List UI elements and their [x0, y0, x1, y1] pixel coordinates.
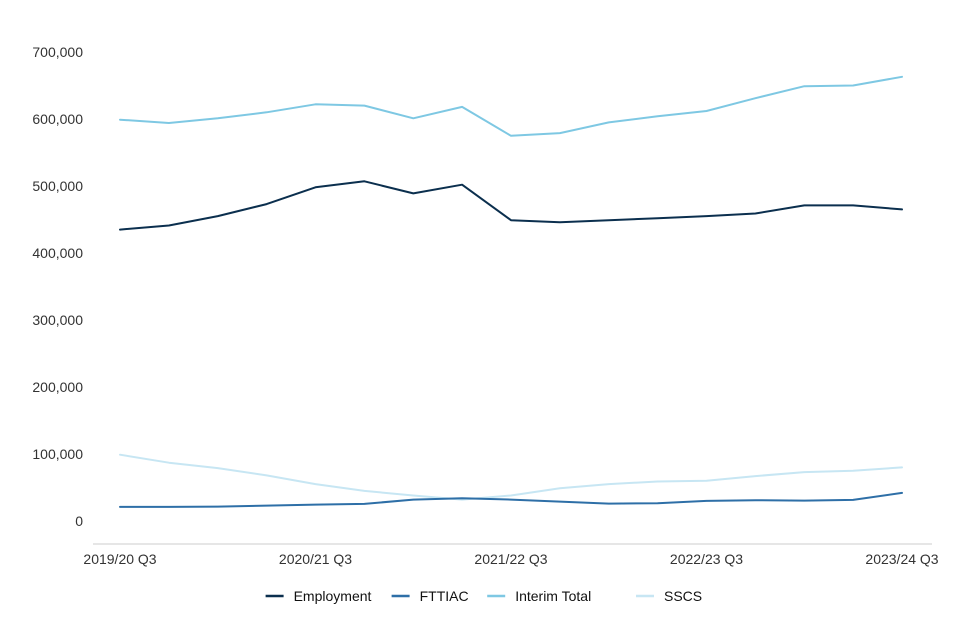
series-lines: [119, 75, 903, 508]
y-tick-label: 600,000: [32, 111, 83, 127]
series-line-interim-total: [119, 75, 903, 137]
legend: Employment FTTIAC Interim Total SSCS: [265, 588, 702, 604]
legend-label-sscs: SSCS: [664, 588, 702, 604]
x-tick-label: 2019/20 Q3: [83, 551, 156, 567]
legend-label-fttiac: FTTIAC: [420, 588, 469, 604]
series-line-sscs: [119, 453, 903, 501]
y-tick-label: 500,000: [32, 178, 83, 194]
y-tick-label: 400,000: [32, 245, 83, 261]
x-tick-label: 2022/23 Q3: [670, 551, 743, 567]
series-line-fttiac: [119, 491, 903, 508]
y-axis-labels: 0 100,000 200,000 300,000 400,000 500,000 600,…: [32, 44, 83, 529]
x-tick-label: 2023/24 Q3: [865, 551, 938, 567]
series-line-employment: [119, 180, 903, 231]
y-tick-label: 200,000: [32, 379, 83, 395]
y-tick-label: 100,000: [32, 446, 83, 462]
y-tick-label: 300,000: [32, 312, 83, 328]
x-axis-labels: 2019/20 Q3 2020/21 Q3 2021/22 Q3 2022/23 Q3…: [83, 551, 938, 567]
legend-label-interim-total: Interim Total: [515, 588, 591, 604]
legend-label-employment: Employment: [294, 588, 372, 604]
x-tick-label: 2021/22 Q3: [474, 551, 547, 567]
y-tick-label: 0: [75, 513, 83, 529]
x-tick-label: 2020/21 Q3: [279, 551, 352, 567]
y-tick-label: 700,000: [32, 44, 83, 60]
